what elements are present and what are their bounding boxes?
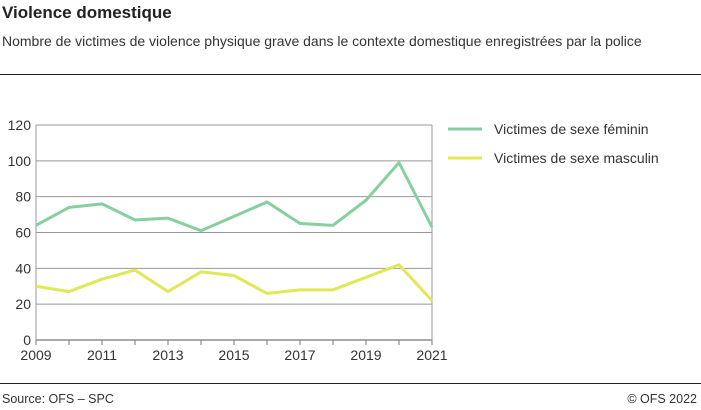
x-tick-label: 2009 xyxy=(20,347,51,363)
x-tick-label: 2021 xyxy=(416,347,447,363)
x-tick-label: 2017 xyxy=(284,347,315,363)
y-tick-label: 120 xyxy=(8,117,32,133)
legend-label: Victimes de sexe masculin xyxy=(494,150,659,166)
y-tick-label: 100 xyxy=(8,153,32,169)
x-tick-label: 2019 xyxy=(350,347,381,363)
series-line-0 xyxy=(35,161,434,233)
legend-label: Victimes de sexe féminin xyxy=(494,121,649,137)
y-tick-label: 0 xyxy=(23,332,31,348)
y-tick-label: 60 xyxy=(15,225,31,241)
copyright-note: © OFS 2022 xyxy=(627,392,697,406)
top-divider xyxy=(0,74,701,75)
x-tick-label: 2011 xyxy=(87,347,117,363)
y-tick-label: 40 xyxy=(15,260,31,276)
series-line-1 xyxy=(35,263,434,302)
x-tick-label: 2013 xyxy=(152,347,183,363)
bottom-divider xyxy=(0,383,701,384)
y-tick-label: 20 xyxy=(15,296,31,312)
x-tick-label: 2015 xyxy=(218,347,249,363)
source-note: Source: OFS – SPC xyxy=(2,392,114,406)
y-tick-label: 80 xyxy=(15,189,31,205)
chart-subtitle: Nombre de victimes de violence physique … xyxy=(2,33,642,49)
chart-title: Violence domestique xyxy=(2,3,172,22)
